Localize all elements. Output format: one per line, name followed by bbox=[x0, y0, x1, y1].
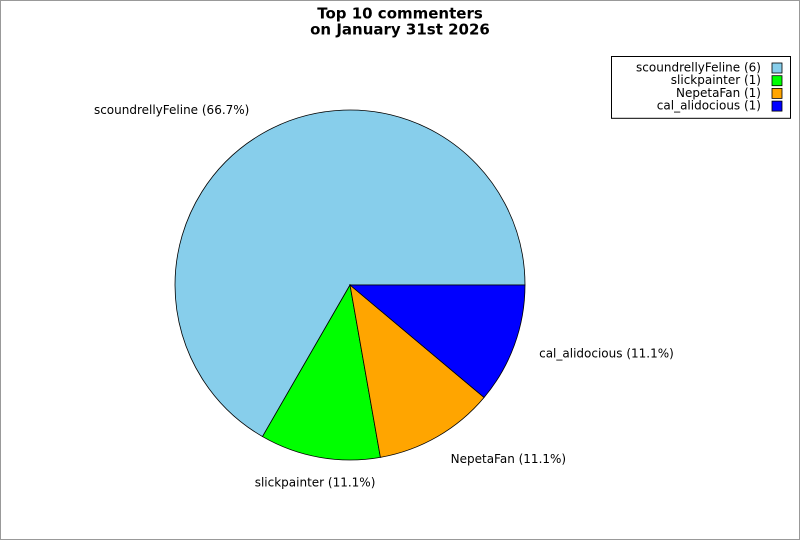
chart-title: on January 31st 2026 bbox=[310, 21, 490, 39]
pie-slice bbox=[349, 283, 485, 458]
pie-slice bbox=[261, 283, 381, 461]
legend-label: NepetaFan (1) bbox=[676, 86, 761, 100]
legend-box bbox=[611, 56, 791, 119]
legend-swatch bbox=[771, 88, 783, 99]
slice-label: slickpainter (11.1%) bbox=[255, 476, 376, 490]
legend-swatch bbox=[771, 75, 783, 87]
legend-label: scoundrellyFeline (6) bbox=[636, 61, 761, 75]
legend-swatch bbox=[771, 62, 783, 74]
slice-label: cal_alidocious (11.1%) bbox=[539, 346, 674, 360]
slice-label: scoundrellyFeline (66.7%) bbox=[94, 103, 249, 117]
legend-swatch bbox=[771, 100, 783, 112]
slice-label: NepetaFan (11.1%) bbox=[451, 452, 566, 466]
pie-slice bbox=[348, 284, 526, 399]
chart-title: Top 10 commenters bbox=[317, 5, 483, 23]
pie-slice bbox=[174, 109, 526, 438]
legend-label: cal_alidocious (1) bbox=[657, 99, 761, 113]
legend-label: slickpainter (1) bbox=[671, 73, 761, 87]
